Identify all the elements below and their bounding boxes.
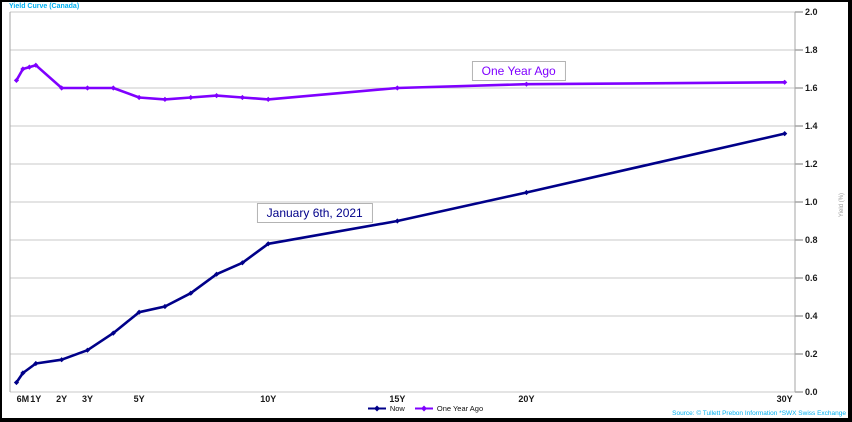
data-point-marker-now [162, 303, 168, 310]
y-tick-label: 0.2 [805, 348, 818, 359]
chart-title: Yield Curve (Canada) [9, 3, 80, 10]
data-point-marker-one-year-ago [239, 94, 246, 101]
data-point-marker-one-year-ago [26, 64, 32, 70]
series-line-one-year-ago [15, 63, 786, 101]
x-tick-label: 5Y [133, 394, 145, 404]
data-point-marker-one-year-ago [33, 62, 39, 68]
now-line-marker-icon [367, 405, 386, 412]
source-note: Source: © Tullett Prebon Information *SW… [672, 410, 846, 417]
x-tick-label: 20Y [518, 394, 535, 404]
legend-item-now: Now [367, 404, 405, 413]
y-tick-label: 1.2 [805, 158, 818, 169]
data-point-marker-now [110, 330, 116, 336]
x-tick-label: 30Y [776, 394, 793, 404]
yield-curve-chart [9, 11, 803, 393]
y-tick-label: 1.0 [805, 196, 818, 207]
legend-label-one-year-ago: One Year Ago [436, 404, 484, 413]
data-point-marker-one-year-ago [394, 85, 400, 91]
legend-item-one-year-ago: One Year Ago [414, 404, 483, 413]
y-tick-label: 0.8 [805, 234, 818, 245]
data-point-marker-now [782, 131, 788, 137]
data-point-marker-one-year-ago [110, 85, 116, 91]
y-tick-label: 2.0 [805, 6, 818, 17]
data-point-marker-now [84, 347, 91, 353]
y-axis-title: Yield (%) [839, 192, 845, 218]
data-point-marker-one-year-ago [13, 77, 20, 83]
data-point-marker-now [13, 379, 20, 386]
annotation-now-date-label: January 6th, 2021 [256, 203, 373, 224]
data-point-marker-one-year-ago [782, 79, 788, 85]
x-tick-label: 1Y [30, 394, 42, 404]
data-point-marker-one-year-ago [188, 94, 194, 101]
data-point-marker-now [265, 241, 271, 247]
data-point-marker-now [33, 360, 39, 367]
data-point-marker-now [188, 290, 194, 296]
legend-label-now: Now [389, 404, 405, 413]
y-tick-label: 0.6 [805, 272, 818, 283]
x-tick-label: 2Y [56, 394, 68, 404]
data-point-marker-one-year-ago [136, 94, 142, 101]
data-point-marker-now [394, 218, 400, 224]
x-tick-label: 10Y [260, 394, 277, 404]
data-point-marker-one-year-ago [523, 81, 530, 87]
data-point-marker-one-year-ago [84, 85, 91, 91]
x-tick-label: 3Y [81, 394, 93, 404]
data-point-marker-one-year-ago [20, 66, 26, 72]
data-point-marker-now [20, 370, 26, 376]
x-tick-label: 15Y [389, 394, 406, 404]
data-point-marker-one-year-ago [162, 96, 168, 102]
data-point-marker-now [213, 271, 220, 277]
data-point-marker-now [523, 189, 530, 196]
x-tick-label: 6M [16, 394, 30, 404]
y-tick-label: 1.6 [805, 82, 818, 93]
data-point-marker-now [59, 357, 65, 363]
y-tick-label: 0.4 [805, 310, 818, 321]
y-tick-label: 1.4 [805, 120, 818, 131]
y-tick-label: 0.0 [805, 386, 818, 397]
annotation-one-year-ago-label: One Year Ago [471, 60, 566, 81]
data-point-marker-one-year-ago [213, 93, 220, 99]
one-year-ago-line-marker-icon [414, 405, 433, 412]
data-point-marker-one-year-ago [59, 85, 65, 91]
y-tick-label: 1.8 [805, 44, 818, 55]
data-point-marker-now [239, 260, 246, 266]
legend: Now One Year Ago [2, 404, 848, 413]
series-line-now [15, 132, 786, 384]
data-point-marker-now [136, 309, 142, 315]
data-point-marker-one-year-ago [265, 96, 271, 102]
